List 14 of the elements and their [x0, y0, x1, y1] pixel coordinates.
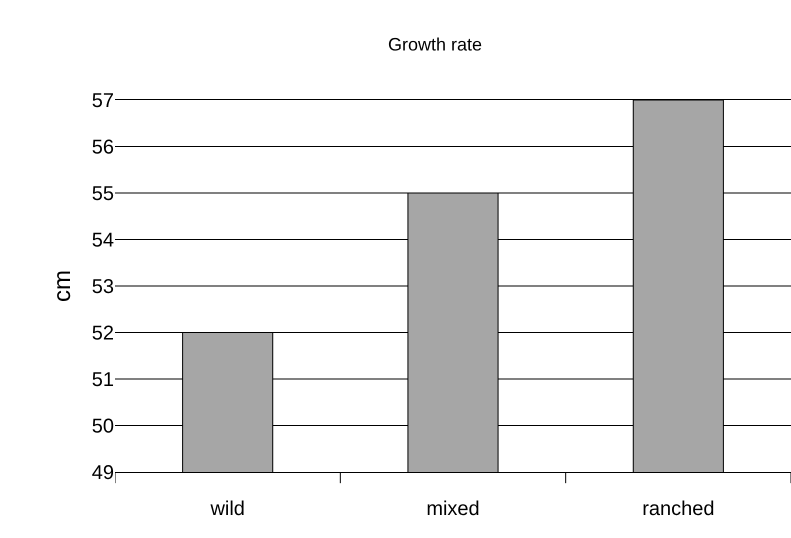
- y-tick-label: 51: [92, 369, 114, 391]
- y-tick-label: 54: [92, 230, 114, 252]
- x-tick-label: ranched: [642, 498, 714, 520]
- x-tick-label: mixed: [426, 498, 480, 520]
- y-tick-label: 57: [92, 90, 114, 112]
- y-tick-label: 50: [92, 416, 114, 438]
- x-tick-label: wild: [209, 498, 245, 520]
- chart-title: Growth rate: [388, 34, 482, 54]
- y-tick-label: 53: [92, 276, 114, 298]
- y-tick-label: 55: [92, 183, 114, 205]
- y-axis-title: cm: [48, 270, 76, 302]
- y-tick-label: 52: [92, 322, 114, 344]
- y-tick-label: 56: [92, 136, 114, 158]
- y-tick-label: 49: [92, 462, 114, 484]
